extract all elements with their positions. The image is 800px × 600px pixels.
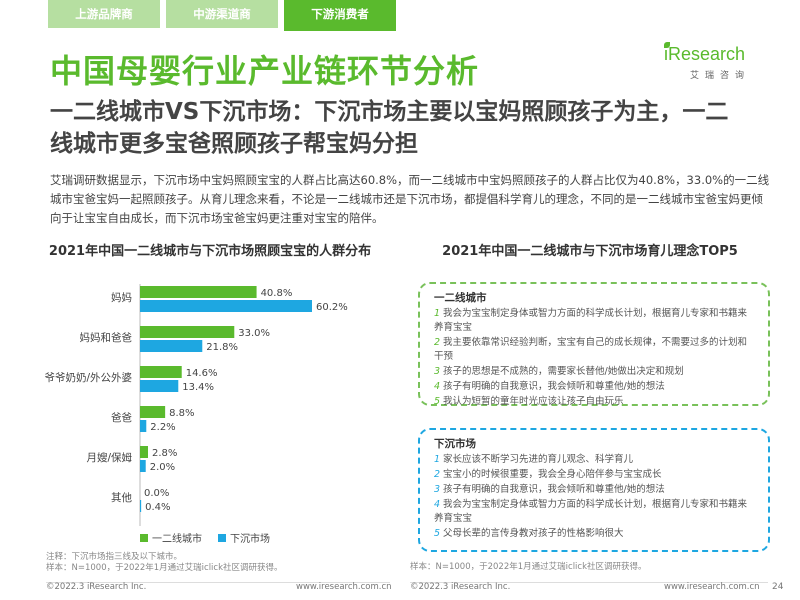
- category-label: 爷爷奶奶/外公外婆: [44, 371, 132, 384]
- top5-list-lowtier: 1 家长应该不断学习先进的育儿观念、科学育儿 2 宝宝小的时候很重要，我会全身心陪伴…: [434, 453, 754, 541]
- bar-tier12: [140, 446, 148, 458]
- bar-lowtier: [140, 300, 312, 312]
- page-subtitle: 一二线城市VS下沉市场：下沉市场主要以宝妈照顾孩子为主，一二线城市更多宝爸照顾孩…: [50, 99, 729, 157]
- bar-lowtier: [140, 460, 146, 472]
- leaf-icon: [664, 42, 670, 48]
- iresearch-logo: iResearch 艾瑞咨询: [664, 42, 764, 82]
- footer-website-left[interactable]: www.iresearch.com.cn: [296, 582, 392, 592]
- data-label: 14.6%: [186, 368, 218, 379]
- data-label: 0.0%: [144, 488, 169, 499]
- summary-paragraph: 艾瑞调研数据显示，下沉市场中宝妈照顾宝宝的人群占比高达60.8%，而一二线城市中…: [50, 173, 770, 225]
- data-label: 2.8%: [152, 448, 177, 459]
- list-item: 2 宝宝小的时候很重要，我会全身心陪伴参与宝宝成长: [434, 469, 662, 480]
- data-label: 2.0%: [150, 462, 175, 473]
- top5-heading-lowtier: 下沉市场: [434, 438, 476, 450]
- bar-lowtier: [140, 500, 142, 512]
- legend-label: 一二线城市: [152, 532, 202, 545]
- list-item: 4 孩子有明确的自我意识，我会倾听和尊重他/她的想法: [434, 381, 665, 392]
- page-number: 24: [772, 582, 784, 592]
- top5-heading-tier12: 一二线城市: [434, 292, 487, 304]
- footer-copyright-left: ©2022.3 iResearch Inc.: [46, 582, 147, 592]
- bar-lowtier: [140, 380, 179, 392]
- legend-label: 下沉市场: [230, 532, 270, 545]
- bar-tier12: [140, 286, 257, 298]
- care-distribution-chart: 妈妈 40.8% 60.2% 妈妈和爸爸 33.0%21.8% 爷爷奶奶/外公外婆 14.6…: [44, 284, 348, 545]
- tab-upstream[interactable]: 上游品牌商: [48, 0, 160, 28]
- source-note-right: 样本：N=1000，于2022年1月通过艾瑞iclick社区调研获得。: [410, 562, 647, 572]
- category-label: 妈妈: [111, 291, 132, 304]
- list-item: 1 我会为宝宝制定身体或智力方面的科学成长计划，根据育儿专家和书籍来养育宝宝: [434, 308, 748, 333]
- logo-sub: 艾瑞咨询: [690, 71, 751, 81]
- tab-downstream[interactable]: 下游消费者: [284, 0, 396, 28]
- data-label: 33.0%: [238, 328, 270, 339]
- chart-title: 2021年中国一二线城市与下沉市场照顾宝宝的人群分布: [48, 244, 372, 259]
- list-item: 5 我认为短暂的童年时光应该让孩子自由玩乐: [434, 396, 624, 407]
- category-label: 爸爸: [111, 411, 132, 424]
- footer-divider-right: [410, 582, 768, 583]
- active-tab-indicator: [284, 28, 396, 31]
- bar-tier12: [140, 406, 166, 418]
- bar-tier12: [140, 326, 235, 338]
- legend-swatch: [140, 534, 148, 542]
- tab-midstream[interactable]: 中游渠道商: [166, 0, 278, 28]
- bar-lowtier: [140, 340, 203, 352]
- top5-box-tier12: 一二线城市 1 我会为宝宝制定身体或智力方面的科学成长计划，根据育儿专家和书籍来养…: [418, 282, 770, 409]
- legend-swatch: [218, 534, 226, 542]
- data-label: 8.8%: [169, 408, 194, 419]
- bar-lowtier: [140, 420, 147, 432]
- data-label: 40.8%: [261, 288, 293, 299]
- category-label: 其他: [111, 491, 132, 504]
- data-label: 2.2%: [150, 422, 175, 433]
- category-label: 妈妈和爸爸: [80, 331, 133, 344]
- data-label: 13.4%: [182, 382, 214, 393]
- logo-brand: iResearch: [664, 44, 746, 64]
- footer-divider-left: [46, 582, 390, 583]
- footer-website-right[interactable]: www.iresearch.com.cn: [664, 582, 760, 592]
- section-tabs: 上游品牌商 中游渠道商 下游消费者: [48, 0, 396, 28]
- category-label: 月嫂/保姆: [86, 451, 132, 464]
- top5-title: 2021年中国一二线城市与下沉市场育儿理念TOP5: [442, 244, 738, 259]
- list-item: 3 孩子的思想是不成熟的，需要家长替他/她做出决定和规划: [434, 366, 684, 377]
- data-label: 0.4%: [145, 502, 170, 513]
- bar-tier12: [140, 366, 182, 378]
- page-title: 中国母婴行业产业链环节分析: [50, 52, 480, 90]
- footer-copyright-right: ©2022.3 iResearch Inc.: [410, 582, 511, 592]
- list-item: 5 父母长辈的言传身教对孩子的性格影响很大: [434, 528, 624, 539]
- data-label: 21.8%: [206, 342, 238, 353]
- chart-note: 注释：下沉市场指三线及以下城市。 样本：N=1000，于2022年1月通过艾瑞i…: [46, 552, 283, 573]
- list-item: 2 我主要依靠常识经验判断，宝宝有自己的成长规律，不需要过多的计划和干预: [434, 337, 748, 362]
- top5-box-lowtier: 下沉市场 1 家长应该不断学习先进的育儿观念、科学育儿 2 宝宝小的时候很重要，我会…: [418, 428, 770, 552]
- list-item: 1 家长应该不断学习先进的育儿观念、科学育儿: [434, 454, 634, 465]
- list-item: 3 孩子有明确的自我意识，我会倾听和尊重他/她的想法: [434, 484, 665, 495]
- data-label: 60.2%: [316, 302, 348, 313]
- list-item: 4 我会为宝宝制定身体或智力方面的科学成长计划，根据育儿专家和书籍来养育宝宝: [434, 499, 748, 524]
